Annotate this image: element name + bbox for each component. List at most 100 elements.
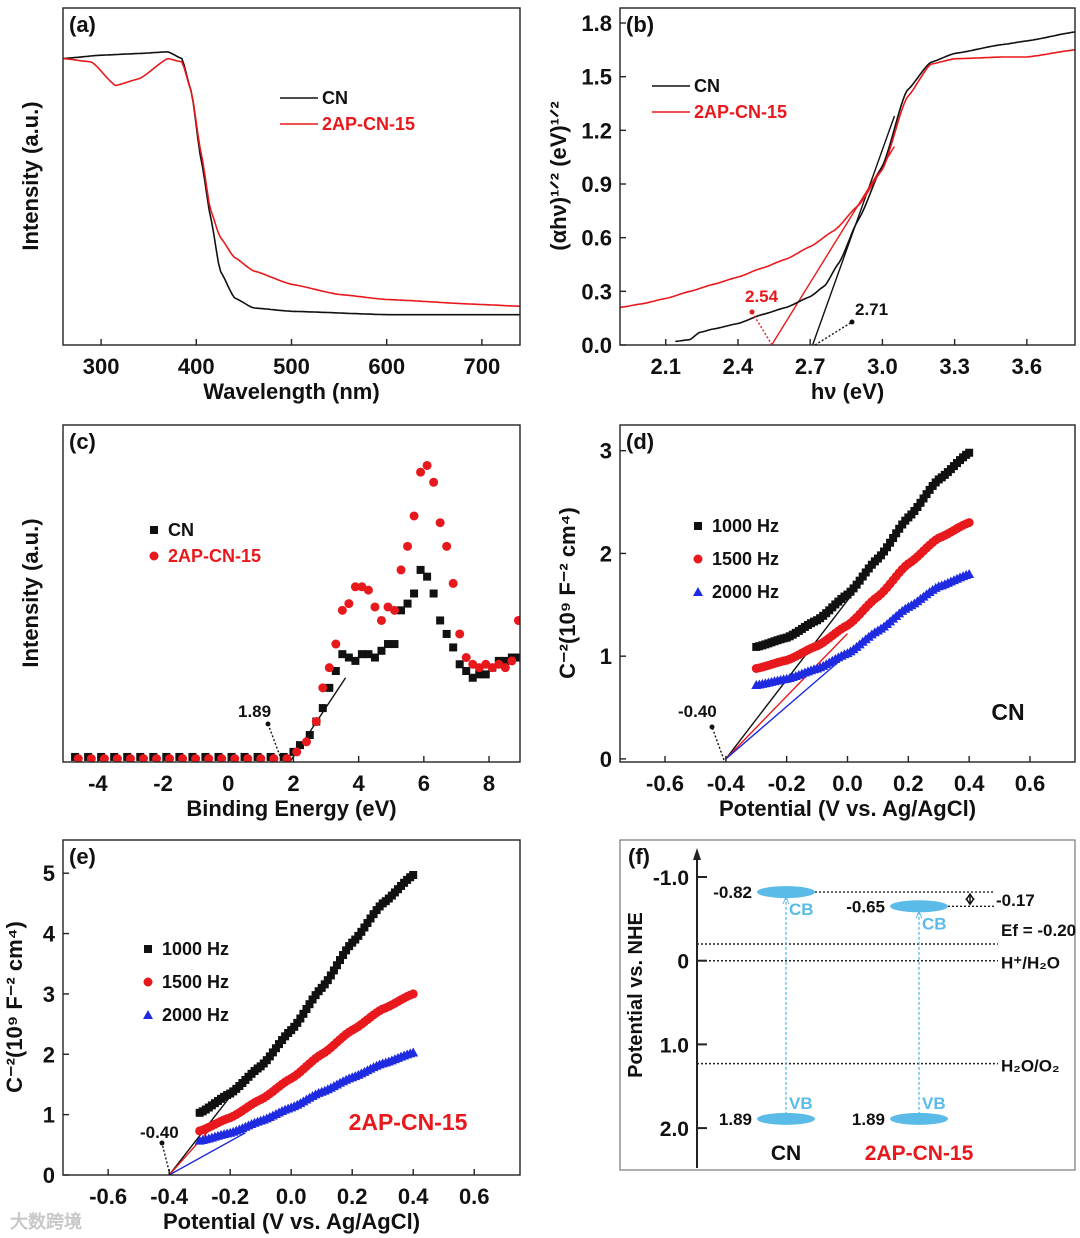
data-point-circle <box>318 683 328 693</box>
plot-frame <box>62 424 521 763</box>
x-tick-label: -0.2 <box>768 771 806 796</box>
data-point-square <box>323 976 332 985</box>
annotation-label: -0.40 <box>678 702 717 721</box>
data-point-square <box>442 629 451 638</box>
annotation-arrow <box>267 723 281 757</box>
x-tick-label: 4 <box>353 771 366 796</box>
arrow-head-icon <box>849 319 855 325</box>
cb-value: -0.82 <box>713 883 752 902</box>
data-point-square <box>338 650 347 659</box>
panel-d: -0.6 -0.4 -0.2 0.0 0.2 0.4 0.6 0 1 2 3 Potential (V… <box>555 424 1076 821</box>
x-tick-label: -0.4 <box>707 771 746 796</box>
data-point-circle <box>331 639 341 649</box>
vb-value: 1.89 <box>852 1110 885 1129</box>
x-tick-label: 0.2 <box>893 771 924 796</box>
potential-level-label: Ef = -0.20 <box>1001 921 1076 940</box>
data-point-square <box>449 643 458 652</box>
legend-label: 1000 Hz <box>712 516 779 536</box>
difference-label: -0.17 <box>996 891 1035 910</box>
y-tick-label: 1 <box>43 1103 55 1128</box>
y-axis-title: C⁻²(10⁹ F⁻² cm⁴) <box>2 921 27 1093</box>
data-point-square <box>369 910 378 919</box>
plot-area <box>168 871 419 1175</box>
data-point-circle <box>86 754 96 762</box>
legend-label: CN <box>694 76 720 96</box>
legend-item: CN <box>652 76 720 96</box>
data-point-circle <box>370 602 380 612</box>
data-point-square <box>296 1014 305 1023</box>
data-point-circle <box>204 754 214 762</box>
data-point-square <box>913 503 922 512</box>
series-line-cn <box>675 31 1075 343</box>
data-point-square <box>302 1005 311 1014</box>
data-point-triangle <box>693 587 703 596</box>
data-point-square <box>363 918 372 927</box>
data-point-square <box>436 616 445 625</box>
y-axis-title: C⁻²(10⁹ F⁻² cm⁴) <box>555 507 580 679</box>
y-tick-label: 2 <box>600 541 612 566</box>
legend-item: CN <box>150 520 194 540</box>
data-point-square <box>892 529 901 538</box>
data-point-circle <box>461 653 471 663</box>
x-tick-label: 0.4 <box>398 1184 429 1209</box>
x-tick-label: 0.2 <box>337 1184 368 1209</box>
panel-label: (d) <box>626 429 654 454</box>
legend-item: 2AP-CN-15 <box>652 102 787 122</box>
valence-band <box>890 1112 948 1125</box>
data-point-square <box>468 673 477 682</box>
x-tick-label: -2 <box>153 771 173 796</box>
y-tick-label: 2 <box>43 1042 55 1067</box>
data-point-square <box>879 547 888 556</box>
data-point-circle <box>301 737 311 747</box>
cb-label: CB <box>922 914 947 933</box>
data-point-square <box>305 1000 314 1009</box>
data-point-circle <box>390 605 400 615</box>
data-point-circle <box>292 747 302 757</box>
x-tick-label: 6 <box>418 771 430 796</box>
y-axis-title: Potential vs. NHE <box>625 912 647 1078</box>
y-tick-label: 0.6 <box>581 226 612 251</box>
series-line-cn <box>63 51 520 316</box>
y-tick-label: 4 <box>43 922 56 947</box>
legend-label: 2AP-CN-15 <box>322 114 415 134</box>
plot-frame <box>619 7 1076 346</box>
data-point-circle <box>507 656 517 666</box>
y-tick-label: -1.0 <box>653 867 689 890</box>
data-point-square <box>858 572 867 581</box>
x-tick-label: -0.6 <box>646 771 684 796</box>
panel-label: (e) <box>69 844 96 869</box>
x-tick-label: 0 <box>222 771 234 796</box>
data-point-circle <box>429 477 439 487</box>
data-point-circle <box>112 754 122 762</box>
series-line-2ap-cn-15 <box>620 49 1075 309</box>
data-point-circle <box>149 551 159 561</box>
data-point-square <box>144 945 152 953</box>
annotation-label: 2.54 <box>745 287 779 306</box>
data-point-square <box>271 1044 280 1053</box>
panel-label: (a) <box>69 12 96 37</box>
annotation-label: 1.89 <box>238 702 271 721</box>
plot-frame <box>62 7 521 346</box>
data-point-circle <box>152 754 162 762</box>
panel-e: -0.6 -0.4 -0.2 0.0 0.2 0.4 0.6 0 1 2 3 4 5 Potential … <box>2 839 521 1234</box>
fit-line <box>771 146 896 345</box>
sample-label: 2AP-CN-15 <box>865 1142 974 1165</box>
data-point-circle <box>396 565 406 575</box>
y-tick-label: 0 <box>43 1163 55 1188</box>
data-point-circle <box>125 754 135 762</box>
x-tick-label: -0.4 <box>150 1184 189 1209</box>
data-point-square <box>383 640 392 649</box>
panel-b: 2.1 2.4 2.7 3.0 3.3 3.6 0.0 0.3 0.6 0.9 1.2 1.5 1.8 h… <box>546 7 1076 404</box>
legend-label: 1000 Hz <box>162 939 229 959</box>
y-tick-label: 1.2 <box>581 118 612 143</box>
x-tick-label: 500 <box>273 354 310 379</box>
data-point-square <box>329 966 338 975</box>
y-tick-label: 1.5 <box>581 65 612 90</box>
data-point-square <box>268 1048 277 1057</box>
panel-f: (f) Potential vs. NHE -1.0 0 1.0 2.0 Ef = -0.2… <box>619 839 1076 1171</box>
data-point-square <box>429 589 438 598</box>
data-point-square <box>922 490 931 499</box>
data-point-square <box>370 653 379 662</box>
legend-item: CN <box>280 88 348 108</box>
